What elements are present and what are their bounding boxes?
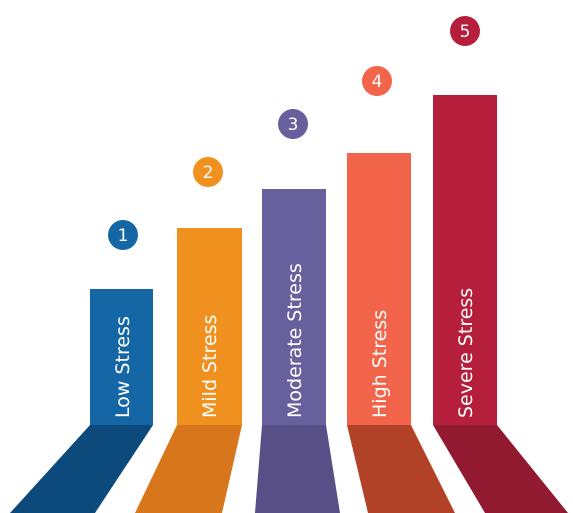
step-5: Severe Stress 5 (433, 16, 568, 513)
step-1-label: Low Stress (112, 316, 134, 418)
step-5-bar (433, 95, 497, 425)
step-2-bar (177, 228, 242, 425)
step-1: Low Stress 1 (10, 220, 153, 513)
step-4-floor (347, 425, 455, 513)
step-1-bar (90, 289, 153, 425)
step-4-label: High Stress (369, 310, 391, 418)
step-2-label: Mild Stress (199, 315, 221, 418)
step-4-number: 4 (372, 72, 383, 92)
step-3-badge (278, 109, 308, 139)
step-4-badge (362, 66, 392, 96)
step-5-number: 5 (460, 22, 471, 42)
step-2: Mild Stress 2 (135, 157, 242, 513)
step-5-floor (433, 425, 568, 513)
step-3-label: Moderate Stress (284, 263, 306, 418)
step-3-number: 3 (288, 115, 299, 135)
step-2-number: 2 (203, 163, 214, 183)
step-2-badge (193, 157, 223, 187)
step-4: High Stress 4 (347, 66, 455, 513)
step-1-floor (10, 425, 153, 513)
step-4-bar (347, 153, 411, 425)
step-1-number: 1 (118, 226, 129, 246)
step-1-badge (108, 220, 138, 250)
step-3-floor (255, 425, 340, 513)
step-3-bar (262, 189, 326, 425)
step-5-label: Severe Stress (455, 288, 477, 418)
step-5-badge (450, 16, 480, 46)
step-2-floor (135, 425, 242, 513)
step-3: Moderate Stress 3 (255, 109, 340, 513)
